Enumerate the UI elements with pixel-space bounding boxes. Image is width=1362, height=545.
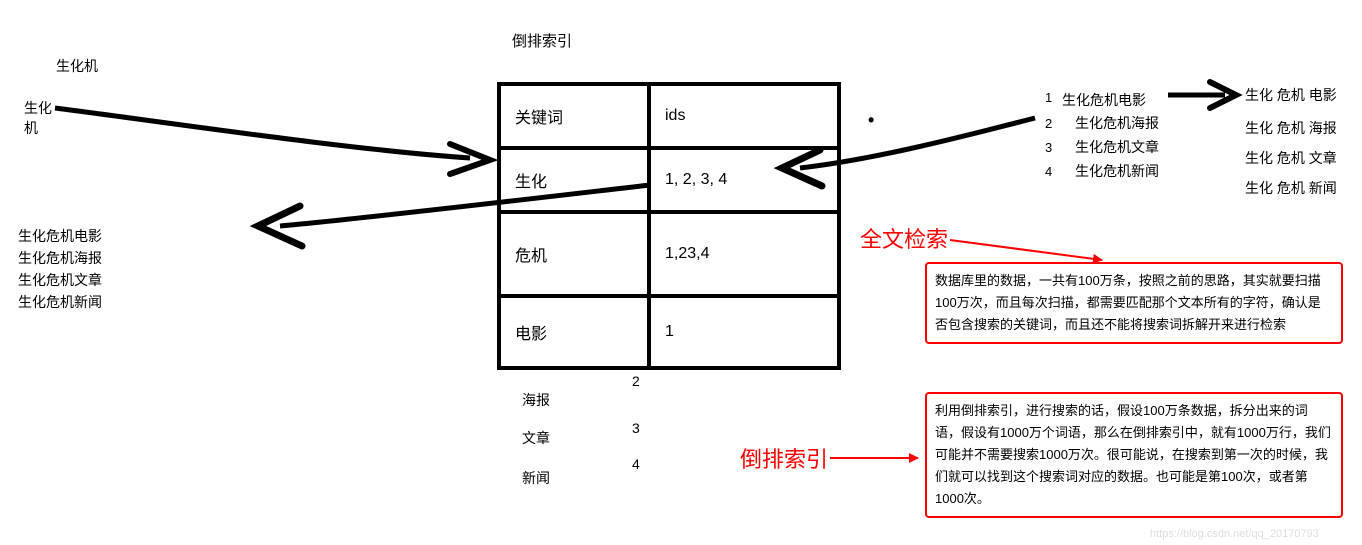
doc-num: 3: [1045, 140, 1052, 155]
table-header-val: ids: [649, 84, 839, 148]
doc-text: 生化危机文章: [1075, 137, 1159, 157]
query-term: 生化机: [56, 56, 98, 76]
table-header-key: 关键词: [499, 84, 649, 148]
doc-text: 生化危机新闻: [1075, 161, 1159, 181]
tokenized-item: 生化 危机 电影: [1245, 85, 1337, 105]
inverted-label: 倒排索引: [740, 442, 828, 474]
page-title: 倒排索引: [512, 30, 572, 51]
inverted-box: 利用倒排索引，进行搜索的话，假设100万条数据，拆分出来的词语，假设有1000万…: [925, 392, 1343, 518]
below-val: 2: [632, 373, 640, 389]
below-key: 海报: [522, 390, 550, 410]
cell-key: 危机: [499, 212, 649, 296]
doc-text: 生化危机海报: [1075, 113, 1159, 133]
result-item: 生化危机文章: [18, 270, 102, 290]
cell-key: 生化: [499, 148, 649, 212]
inverted-index-table: 关键词 ids 生化 1, 2, 3, 4 危机 1,23,4 电影 1: [497, 82, 841, 370]
query-split-2: 机: [24, 118, 38, 138]
cell-val: 1, 2, 3, 4: [649, 148, 839, 212]
arrow-head-icon: [450, 144, 490, 174]
doc-num: 4: [1045, 164, 1052, 179]
below-val: 3: [632, 420, 640, 436]
cell-val: 1,23,4: [649, 212, 839, 296]
result-item: 生化危机海报: [18, 248, 102, 268]
doc-num: 1: [1045, 90, 1052, 105]
table-row: 电影 1: [499, 296, 839, 368]
fulltext-box: 数据库里的数据，一共有100万条，按照之前的思路，其实就要扫描100万次，而且每…: [925, 262, 1343, 344]
table-row: 生化 1, 2, 3, 4: [499, 148, 839, 212]
watermark: https://blog.csdn.net/qq_20170793: [1150, 528, 1319, 540]
arrow-fulltext-to-box: [950, 240, 1102, 260]
tokenized-item: 生化 危机 新闻: [1245, 178, 1337, 198]
table-row: 关键词 ids: [499, 84, 839, 148]
arrow-query-to-table: [55, 108, 470, 158]
cell-key: 电影: [499, 296, 649, 368]
result-item: 生化危机新闻: [18, 292, 102, 312]
table-row: 危机 1,23,4: [499, 212, 839, 296]
tokenized-item: 生化 危机 海报: [1245, 118, 1337, 138]
diagram-stage: 倒排索引 生化机 生化 机 生化危机电影 生化危机海报 生化危机文章 生化危机新…: [0, 0, 1362, 545]
doc-num: 2: [1045, 116, 1052, 131]
below-key: 新闻: [522, 468, 550, 488]
result-item: 生化危机电影: [18, 226, 102, 246]
tokenized-item: 生化 危机 文章: [1245, 148, 1337, 168]
dot-icon: •: [868, 110, 874, 131]
fulltext-label: 全文检索: [860, 222, 948, 254]
arrow-head-icon: [1210, 82, 1236, 108]
below-key: 文章: [522, 428, 550, 448]
below-val: 4: [632, 456, 640, 472]
arrow-head-icon: [258, 206, 302, 246]
cell-val: 1: [649, 296, 839, 368]
doc-text: 生化危机电影: [1062, 90, 1146, 110]
query-split-1: 生化: [24, 98, 52, 118]
